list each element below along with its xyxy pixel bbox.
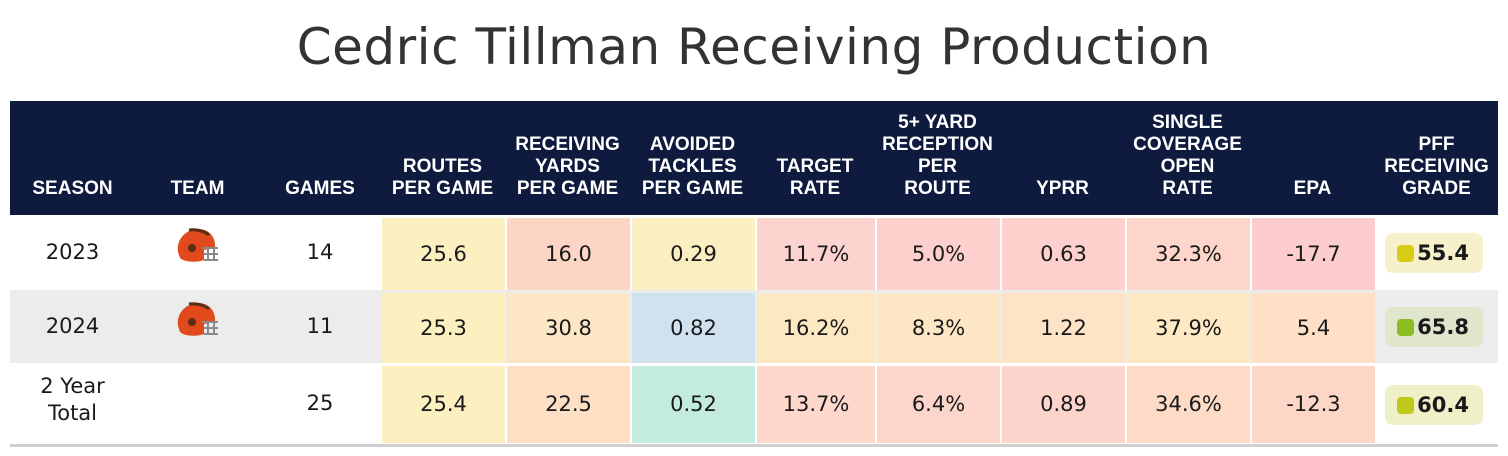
epa-cell-value: -17.7 [1286,241,1341,266]
browns-helmet-icon [174,300,222,347]
receiving-yards-cell: 30.8 [507,293,630,363]
receiving-yards-cell-value: 16.0 [545,241,592,266]
table-header: SEASON TEAM GAMES ROUTES PER GAME RECEIV… [10,101,1498,215]
receiving-yards-cell: 16.0 [507,218,630,290]
team-cell [135,290,260,363]
season-cell-value: 2 Year Total [40,374,105,425]
pff-grade-badge: 55.4 [1385,232,1483,273]
five-yard-cell: 6.4% [877,366,1000,443]
five-yard-cell: 8.3% [877,293,1000,363]
chart-title: Cedric Tillman Receiving Production [296,18,1212,76]
games-cell: 25 [260,363,380,443]
season-cell: 2024 [10,290,135,363]
routes-cell-value: 25.6 [420,241,467,266]
season-cell-value: 2023 [45,240,100,264]
five-yard-cell-value: 5.0% [911,241,966,266]
header-single-coverage: SINGLE COVERAGE OPEN RATE [1133,112,1242,199]
header-routes-per-game: ROUTES PER GAME [391,156,494,199]
routes-cell: 25.4 [382,366,505,443]
avoided-tackles-cell-value: 0.29 [670,241,717,266]
table-row: 2023 14 25.6 16.0 0.29 11.7% 5.0% 0.63 32.3% -17.… [10,215,1498,290]
single-coverage-cell: 34.6% [1127,366,1250,443]
season-cell: 2 Year Total [10,363,135,443]
yprr-cell: 1.22 [1002,293,1125,363]
epa-cell-value: 5.4 [1296,315,1331,340]
five-yard-cell: 5.0% [877,218,1000,290]
header-team: TEAM [170,178,225,199]
receiving-yards-cell-value: 30.8 [545,315,592,340]
single-coverage-cell: 32.3% [1127,218,1250,290]
header-avoided-tackles: AVOIDED TACKLES PER GAME [641,134,744,199]
receiving-yards-cell: 22.5 [507,366,630,443]
season-cell: 2023 [10,215,135,290]
yprr-cell-value: 0.63 [1040,241,1087,266]
header-five-yard: 5+ YARD RECEPTION PER ROUTE [882,112,993,199]
team-cell [135,363,260,443]
games-cell-value: 11 [306,314,334,338]
pff-grade-value: 65.8 [1417,314,1469,339]
games-cell-value: 14 [306,240,334,264]
single-coverage-cell-value: 34.6% [1155,392,1222,416]
games-cell: 11 [260,290,380,363]
table-bottom-border [10,444,1498,447]
pff-grade-value: 55.4 [1417,240,1469,265]
header-yprr: YPRR [1036,178,1089,199]
five-yard-cell-value: 6.4% [911,392,966,416]
single-coverage-cell: 37.9% [1127,293,1250,363]
header-games: GAMES [285,178,355,199]
avoided-tackles-cell: 0.52 [632,366,755,443]
yprr-cell: 0.63 [1002,218,1125,290]
avoided-tackles-cell: 0.82 [632,293,755,363]
epa-cell: -17.7 [1252,218,1375,290]
target-rate-cell-value: 11.7% [782,241,850,266]
avoided-tackles-cell-value: 0.52 [670,392,717,416]
browns-helmet-icon [174,226,222,273]
target-rate-cell-value: 16.2% [782,315,850,340]
header-pff-grade: PFF RECEIVING GRADE [1384,134,1489,199]
target-rate-cell: 13.7% [757,366,875,443]
season-cell-value: 2024 [45,314,100,338]
epa-cell: -12.3 [1252,366,1375,443]
pff-grade-value: 60.4 [1417,393,1469,417]
receiving-yards-cell-value: 22.5 [545,392,592,416]
header-target-rate: TARGET RATE [776,156,854,199]
grade-color-indicator [1397,244,1414,262]
team-cell [135,215,260,290]
header-epa: EPA [1293,178,1332,199]
grade-color-indicator [1397,397,1414,414]
table-row: 2 Year Total 25 25.4 22.5 0.52 13.7% 6.4% 0.89 3… [10,363,1498,443]
routes-cell-value: 25.4 [420,392,467,416]
pff-grade-badge: 65.8 [1385,306,1483,347]
yprr-cell: 0.89 [1002,366,1125,443]
games-cell: 14 [260,215,380,290]
yprr-cell-value: 0.89 [1040,392,1087,416]
games-cell-value: 25 [306,390,334,415]
target-rate-cell-value: 13.7% [782,392,850,416]
header-receiving-yards: RECEIVING YARDS PER GAME [515,134,620,199]
avoided-tackles-cell: 0.29 [632,218,755,290]
five-yard-cell-value: 8.3% [911,315,966,340]
epa-cell: 5.4 [1252,293,1375,363]
single-coverage-cell-value: 32.3% [1155,241,1222,266]
target-rate-cell: 11.7% [757,218,875,290]
epa-cell-value: -12.3 [1286,392,1341,416]
yprr-cell-value: 1.22 [1040,315,1087,340]
single-coverage-cell-value: 37.9% [1155,315,1222,340]
routes-cell: 25.3 [382,293,505,363]
table-row: 2024 11 25.3 30.8 0.82 16.2% 8.3% 1.22 37.9% 5.4 6… [10,290,1498,363]
pff-grade-badge: 60.4 [1385,385,1483,425]
routes-cell: 25.6 [382,218,505,290]
routes-cell-value: 25.3 [420,315,467,340]
target-rate-cell: 16.2% [757,293,875,363]
header-season: SEASON [32,178,113,199]
grade-color-indicator [1397,318,1414,336]
avoided-tackles-cell-value: 0.82 [670,315,717,340]
